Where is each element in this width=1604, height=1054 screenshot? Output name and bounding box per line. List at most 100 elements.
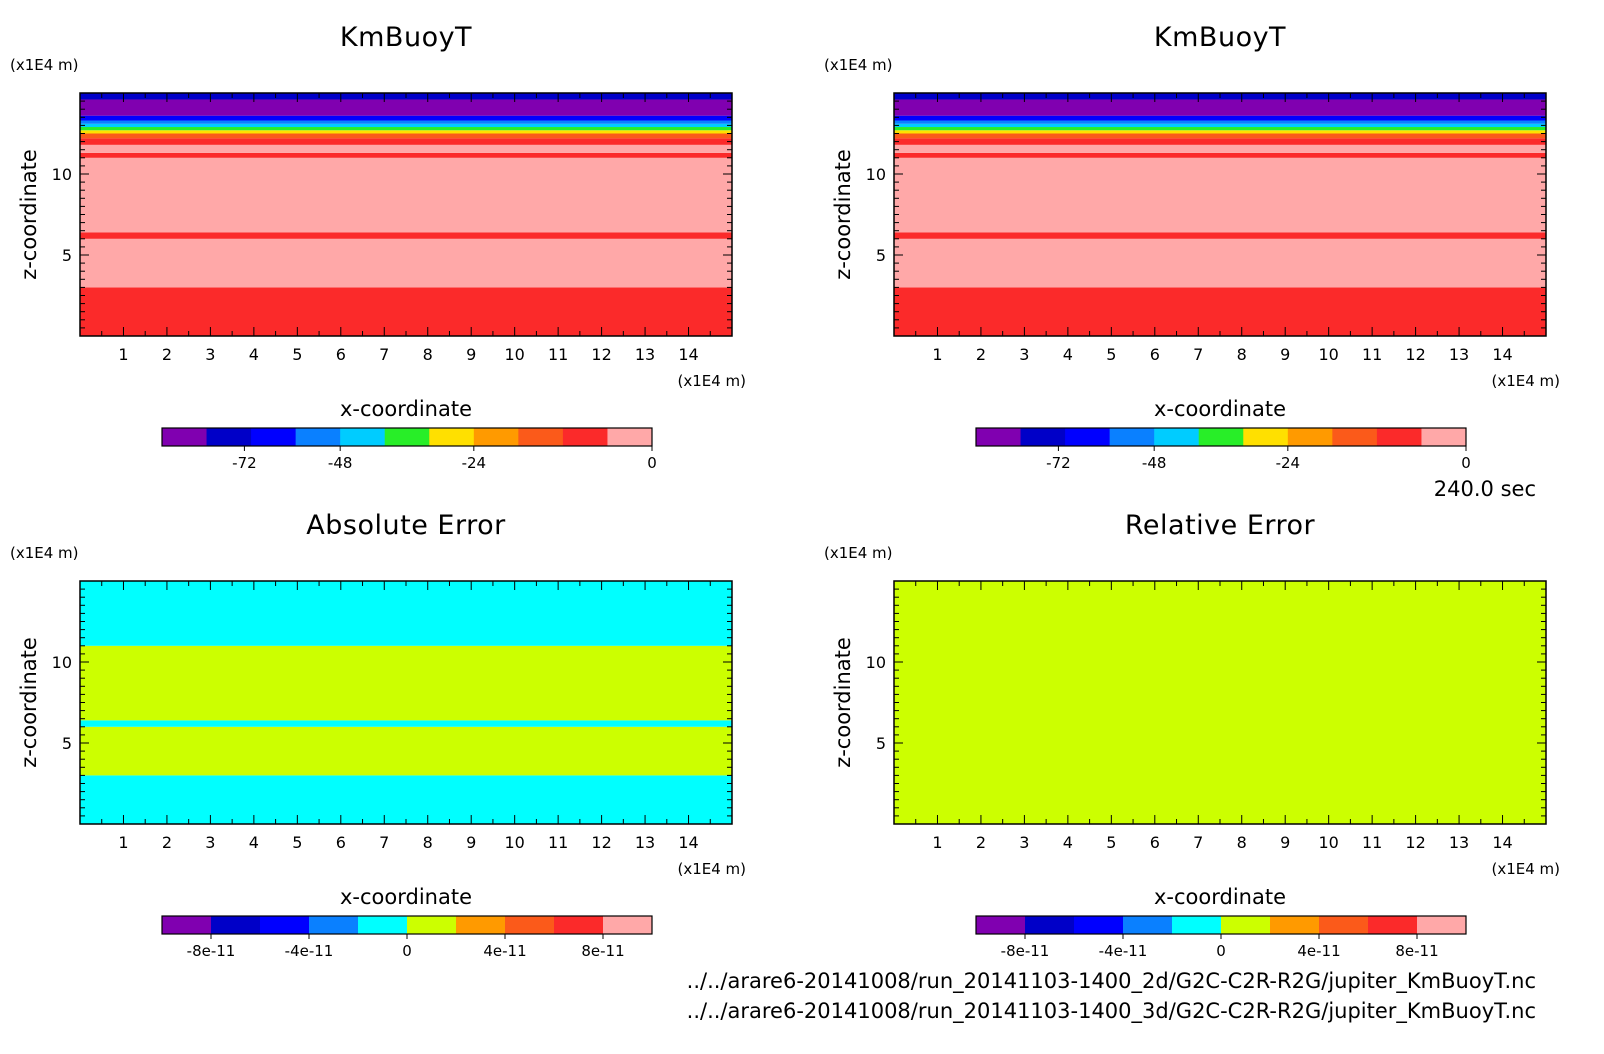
- x-tick-label: 12: [1405, 345, 1425, 364]
- x-tick-label: 1: [118, 833, 128, 852]
- colorbar-swatch: [407, 916, 457, 934]
- x-tick-label: 9: [1280, 345, 1290, 364]
- field-band: [894, 130, 1546, 134]
- field-band: [80, 775, 732, 824]
- colorbar-label: 8e-11: [581, 942, 624, 960]
- x-tick-label: 5: [292, 345, 302, 364]
- colorbar-swatch: [456, 916, 506, 934]
- x-tick-label: 7: [379, 345, 389, 364]
- colorbar-label: -8e-11: [187, 942, 236, 960]
- colorbar-swatch: [1287, 428, 1333, 446]
- x-tick-label: 12: [591, 345, 611, 364]
- x-tick-label: 5: [1106, 833, 1116, 852]
- chart-title: KmBuoyT: [340, 22, 472, 53]
- field-band: [80, 152, 732, 158]
- x-tick-label: 11: [1362, 833, 1382, 852]
- x-tick-label: 13: [1449, 345, 1469, 364]
- x-unit-label: (x1E4 m): [677, 860, 746, 878]
- x-tick-label: 4: [249, 345, 259, 364]
- x-tick-label: 8: [423, 345, 433, 364]
- colorbar-swatch: [554, 916, 604, 934]
- colorbar-swatch: [1154, 428, 1200, 446]
- y-axis-label: z-coordinate: [831, 149, 855, 280]
- colorbar-swatch: [1172, 916, 1222, 934]
- x-tick-label: 1: [932, 833, 942, 852]
- file-path-3d: ../../arare6-20141008/run_20141103-1400_…: [687, 999, 1536, 1024]
- field-band: [80, 130, 732, 134]
- x-tick-label: 14: [678, 345, 698, 364]
- x-tick-label: 7: [1193, 345, 1203, 364]
- x-tick-label: 3: [1019, 345, 1029, 364]
- colorbar-swatch: [1270, 916, 1320, 934]
- x-unit-label: (x1E4 m): [1491, 860, 1560, 878]
- x-tick-label: 11: [548, 833, 568, 852]
- y-tick-label: 5: [876, 734, 886, 753]
- chart-title: Absolute Error: [306, 510, 506, 541]
- colorbar-swatch: [1065, 428, 1111, 446]
- x-tick-label: 3: [205, 345, 215, 364]
- x-tick-label: 7: [1193, 833, 1203, 852]
- field-band: [894, 144, 1546, 153]
- colorbar-label: -24: [1276, 454, 1301, 472]
- field-band: [894, 99, 1546, 116]
- x-tick-label: 8: [1237, 833, 1247, 852]
- colorbar-swatch: [162, 428, 208, 446]
- field-band: [894, 127, 1546, 131]
- colorbar-label: 4e-11: [483, 942, 526, 960]
- x-tick-label: 13: [1449, 833, 1469, 852]
- colorbar-label: 4e-11: [1297, 942, 1340, 960]
- y-tick-label: 10: [52, 653, 72, 672]
- x-tick-label: 1: [932, 345, 942, 364]
- colorbar-label: 0: [1461, 454, 1471, 472]
- colorbar-swatch: [976, 916, 1026, 934]
- colorbar-swatch: [309, 916, 359, 934]
- colorbar-swatch: [251, 428, 297, 446]
- x-tick-label: 6: [1150, 345, 1160, 364]
- field-band: [80, 120, 732, 124]
- field-band: [894, 120, 1546, 124]
- colorbar-frame: [975, 427, 1467, 447]
- field-band: [894, 232, 1546, 239]
- y-unit-label: (x1E4 m): [824, 544, 893, 562]
- x-tick-label: 9: [1280, 833, 1290, 852]
- x-tick-label: 10: [504, 833, 524, 852]
- y-tick-label: 10: [52, 165, 72, 184]
- colorbar-swatch: [1109, 428, 1155, 446]
- colorbar-swatch: [976, 428, 1022, 446]
- x-tick-label: 14: [678, 833, 698, 852]
- field-band: [894, 115, 1546, 121]
- field-band: [894, 138, 1546, 145]
- chart-panel: Relative Error(x1E4 m)1 2 3 4 5 6 7 8 9 10 11 12 13 1…: [824, 510, 1560, 960]
- x-tick-label: 14: [1492, 833, 1512, 852]
- colorbar-swatch: [162, 916, 212, 934]
- x-tick-label: 5: [1106, 345, 1116, 364]
- field-band: [80, 99, 732, 116]
- colorbar-swatch: [340, 428, 386, 446]
- y-unit-label: (x1E4 m): [10, 544, 79, 562]
- colorbar-swatch: [603, 916, 653, 934]
- colorbar-frame: [161, 427, 653, 447]
- colorbar-swatch: [358, 916, 408, 934]
- colorbar-label: -4e-11: [1099, 942, 1148, 960]
- x-tick-label: 8: [423, 833, 433, 852]
- field-band: [80, 645, 732, 721]
- field-band: [80, 144, 732, 153]
- colorbar-swatch: [518, 428, 564, 446]
- field-band: [80, 123, 732, 128]
- colorbar-label: -48: [328, 454, 353, 472]
- x-axis-label: x-coordinate: [340, 397, 472, 421]
- y-unit-label: (x1E4 m): [824, 56, 893, 74]
- chart-panel: KmBuoyT(x1E4 m)1 2 3 4 5 6 7 8 9 10 11 12 13 14510(x1…: [824, 22, 1560, 472]
- colorbar-swatch: [1074, 916, 1124, 934]
- field-band: [80, 115, 732, 121]
- y-tick-label: 5: [876, 246, 886, 265]
- x-tick-label: 6: [336, 345, 346, 364]
- field-band: [894, 123, 1546, 128]
- colorbar-swatch: [1319, 916, 1369, 934]
- colorbar-label: -72: [1046, 454, 1071, 472]
- x-tick-label: 6: [336, 833, 346, 852]
- field-band: [80, 157, 732, 233]
- colorbar-label: -24: [462, 454, 487, 472]
- x-tick-label: 10: [504, 345, 524, 364]
- x-tick-label: 5: [292, 833, 302, 852]
